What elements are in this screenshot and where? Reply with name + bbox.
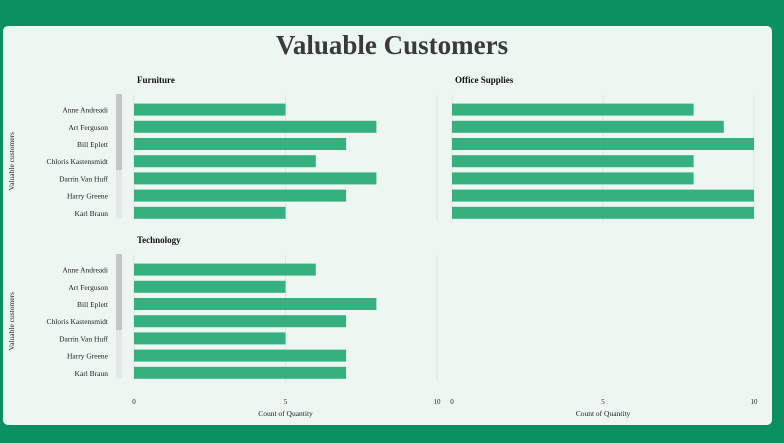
bar-furniture-chloris-kastensmidt [134, 155, 316, 168]
dashboard-title: Valuable Customers [275, 30, 509, 60]
bar-technology-harry-greene [134, 349, 347, 362]
customer-label-anne-andreadi: Anne Andreadi [62, 106, 108, 115]
customer-label-art-ferguson: Art Ferguson [68, 123, 108, 132]
bar-technology-chloris-kastensmidt [134, 315, 347, 328]
panel-title-furniture: Furniture [137, 75, 175, 85]
x-tick-label: 10 [751, 398, 759, 406]
x-axis-title: Count of Quantity [258, 409, 313, 418]
x-axis-title: Count of Quantity [576, 409, 631, 418]
y-axis-title: Valuable customers [7, 292, 16, 351]
bar-technology-darrin-van-huff [134, 332, 286, 345]
customer-label-darrin-van-huff: Darrin Van Huff [59, 174, 108, 183]
customer-label-harry-greene: Harry Greene [67, 352, 109, 361]
customer-label-bill-eplett: Bill Eplett [77, 140, 109, 149]
bar-office-supplies-bill-eplett [452, 138, 754, 150]
x-tick-label: 10 [434, 398, 442, 406]
customer-label-anne-andreadi: Anne Andreadi [62, 266, 108, 275]
bar-furniture-bill-eplett [134, 138, 347, 150]
scrollbar-thumb [116, 94, 122, 170]
bar-office-supplies-darrin-van-huff [452, 172, 694, 185]
customer-label-art-ferguson: Art Ferguson [68, 283, 108, 292]
bar-office-supplies-harry-greene [452, 189, 754, 202]
customer-label-chloris-kastensmidt: Chloris Kastensmidt [47, 317, 109, 326]
bar-furniture-darrin-van-huff [134, 172, 377, 185]
bar-technology-art-ferguson [134, 280, 286, 293]
panel-title-office-supplies: Office Supplies [455, 75, 514, 85]
customer-label-bill-eplett: Bill Eplett [77, 300, 109, 309]
x-tick-label: 0 [132, 398, 136, 406]
y-axis-title: Valuable customers [7, 132, 16, 191]
x-tick-label: 5 [601, 398, 605, 406]
customer-label-darrin-van-huff: Darrin Van Huff [59, 334, 108, 343]
bar-furniture-karl-braun [134, 206, 286, 219]
x-tick-label: 0 [450, 398, 454, 406]
bar-office-supplies-anne-andreadi [452, 103, 694, 116]
bar-office-supplies-art-ferguson [452, 120, 724, 133]
bar-furniture-anne-andreadi [134, 103, 286, 116]
scrollbar-thumb [116, 254, 122, 330]
dashboard-card [3, 26, 772, 425]
x-tick-label: 5 [284, 398, 288, 406]
customer-label-karl-braun: Karl Braun [74, 369, 108, 378]
bar-technology-karl-braun [134, 366, 347, 379]
bar-technology-anne-andreadi [134, 263, 316, 276]
customer-label-karl-braun: Karl Braun [74, 209, 108, 218]
bar-furniture-harry-greene [134, 189, 347, 202]
bar-office-supplies-karl-braun [452, 206, 754, 219]
customer-label-harry-greene: Harry Greene [67, 192, 109, 201]
bar-technology-bill-eplett [134, 298, 377, 310]
panel-title-technology: Technology [137, 235, 181, 245]
bar-furniture-art-ferguson [134, 120, 377, 133]
customer-label-chloris-kastensmidt: Chloris Kastensmidt [47, 157, 109, 166]
bar-office-supplies-chloris-kastensmidt [452, 155, 694, 168]
